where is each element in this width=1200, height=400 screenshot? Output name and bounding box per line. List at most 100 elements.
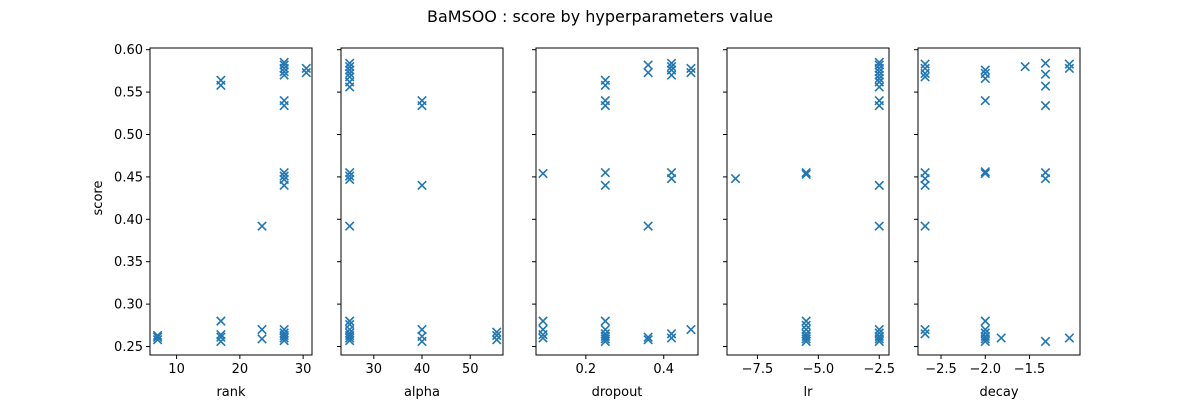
data-point xyxy=(996,333,1006,343)
y-axis-label: score xyxy=(91,181,106,216)
data-point xyxy=(152,330,163,341)
data-point xyxy=(279,324,289,335)
plot-frame xyxy=(917,47,1081,356)
data-point xyxy=(344,58,355,69)
data-point xyxy=(301,67,312,78)
x-axis-label: rank xyxy=(216,385,246,400)
data-point xyxy=(801,324,811,335)
data-point xyxy=(600,331,611,342)
x-axis-label: alpha xyxy=(404,385,440,400)
data-point xyxy=(874,95,885,106)
data-point xyxy=(801,329,811,339)
data-point xyxy=(666,333,677,343)
data-point xyxy=(920,221,930,231)
data-point xyxy=(491,330,502,341)
x-axis-label: dropout xyxy=(592,385,643,400)
x-tick-label: 0.4 xyxy=(653,362,674,377)
data-point xyxy=(801,167,811,178)
data-point xyxy=(920,72,930,82)
data-point xyxy=(417,331,427,342)
subplot-panels: 0.25 0.30 0.35 0.40 0.45 0.50 0.55 0.60 10 20 30 ra… xyxy=(114,43,1081,400)
x-tick-label: −2.0 xyxy=(969,362,1001,377)
data-point xyxy=(666,329,677,339)
data-point xyxy=(279,60,289,70)
data-point xyxy=(417,324,427,335)
data-point xyxy=(643,60,653,70)
data-point xyxy=(643,67,653,78)
data-point xyxy=(344,72,355,82)
x-tick-label: 20 xyxy=(232,362,249,377)
subplot-alpha: 30 40 50 alpha xyxy=(337,47,504,400)
plot-frame xyxy=(340,47,504,356)
data-point xyxy=(257,334,267,344)
data-point xyxy=(600,329,611,339)
data-point xyxy=(801,320,811,331)
data-point xyxy=(279,174,289,185)
data-point xyxy=(1064,333,1075,343)
data-point xyxy=(874,328,885,338)
data-point xyxy=(344,171,355,181)
data-point xyxy=(257,324,267,335)
data-point xyxy=(980,167,991,177)
data-point xyxy=(417,180,427,191)
data-point xyxy=(279,70,289,80)
data-point xyxy=(801,316,811,326)
data-point xyxy=(279,95,289,106)
data-point xyxy=(730,173,741,184)
data-point xyxy=(600,75,611,85)
data-point xyxy=(491,334,502,345)
data-point xyxy=(920,180,930,191)
data-point xyxy=(301,63,312,74)
x-tick-label: 50 xyxy=(462,362,479,377)
data-point xyxy=(980,95,991,106)
data-point xyxy=(686,324,696,335)
data-point xyxy=(600,324,611,335)
data-point xyxy=(643,334,653,345)
data-point xyxy=(666,65,677,75)
x-axis-label: lr xyxy=(804,385,814,400)
data-point xyxy=(417,95,427,106)
plot-frame xyxy=(535,47,699,356)
data-point xyxy=(874,77,885,87)
data-point xyxy=(643,221,653,231)
data-point xyxy=(279,328,289,338)
data-point xyxy=(279,167,289,178)
data-point xyxy=(666,167,677,178)
y-tick-label: 0.55 xyxy=(114,86,143,101)
data-point xyxy=(1064,59,1075,69)
data-point xyxy=(257,221,267,231)
data-point xyxy=(538,316,548,326)
data-point xyxy=(686,67,696,78)
data-point xyxy=(279,66,289,77)
data-point xyxy=(600,180,611,191)
x-tick-label: −2.5 xyxy=(925,362,957,377)
data-point xyxy=(980,331,991,342)
data-point xyxy=(801,169,811,180)
data-point xyxy=(1040,69,1051,80)
x-tick-label: 10 xyxy=(168,362,185,377)
data-point xyxy=(980,68,991,79)
data-point xyxy=(643,332,653,342)
data-point xyxy=(980,328,991,338)
x-tick-label: 40 xyxy=(414,362,431,377)
data-point xyxy=(344,328,355,338)
subplot-rank: 0.25 0.30 0.35 0.40 0.45 0.50 0.55 0.60 10 20 30 ra… xyxy=(114,43,313,400)
data-point xyxy=(491,327,502,337)
x-tick-label: −5.0 xyxy=(803,362,835,377)
data-point xyxy=(920,329,930,339)
data-point xyxy=(920,59,930,69)
data-point xyxy=(1064,63,1075,74)
data-point xyxy=(666,61,677,72)
data-point xyxy=(344,65,355,75)
plot-frame xyxy=(149,47,313,356)
data-point xyxy=(980,168,991,179)
subplot-lr: −7.5 −5.0 −2.5 lr xyxy=(723,47,895,400)
x-tick-label: −1.5 xyxy=(1014,362,1046,377)
y-tick-label: 0.25 xyxy=(114,340,143,355)
data-point xyxy=(686,63,696,74)
x-tick-label: 0.2 xyxy=(576,362,597,377)
data-point xyxy=(980,65,991,75)
y-tick-label: 0.30 xyxy=(114,298,143,313)
x-tick-label: 30 xyxy=(366,362,383,377)
plot-frame xyxy=(726,47,890,356)
